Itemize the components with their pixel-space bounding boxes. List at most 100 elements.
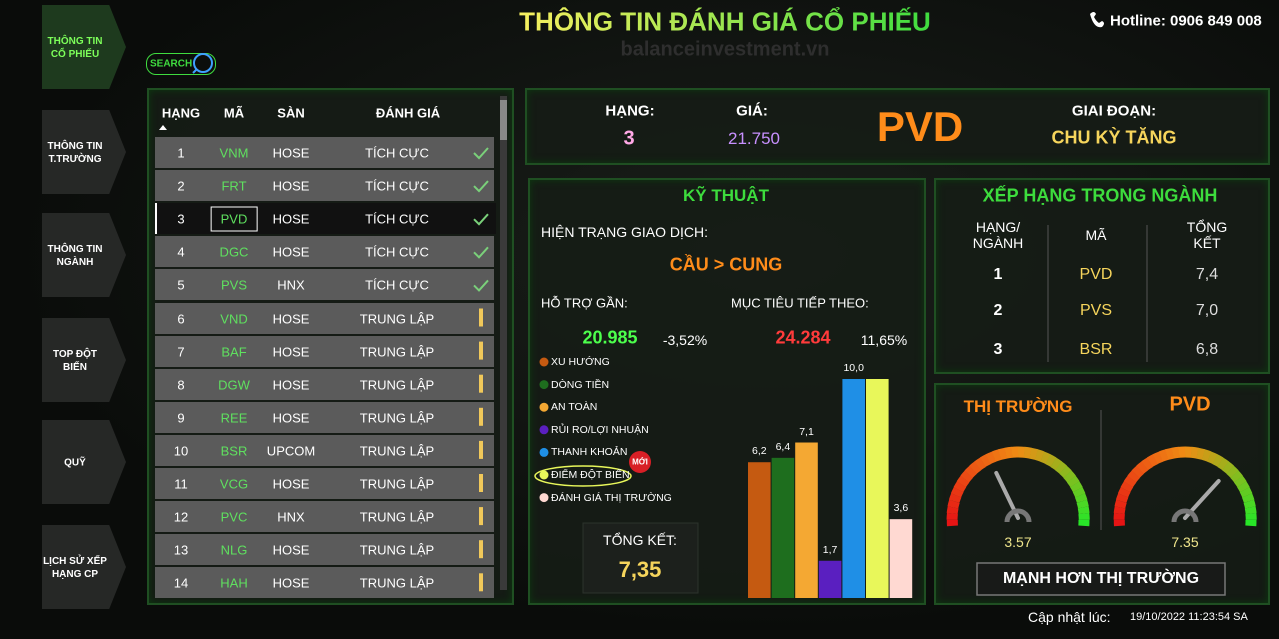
nav-button[interactable] bbox=[42, 318, 126, 402]
neutral-icon bbox=[479, 573, 483, 592]
table-row[interactable] bbox=[155, 567, 494, 599]
table-row[interactable] bbox=[155, 534, 494, 566]
price: 21.750 bbox=[728, 129, 780, 148]
bar bbox=[889, 519, 913, 598]
neutral-icon bbox=[479, 474, 483, 492]
support-label: HỖ TRỢ GẦN: bbox=[541, 295, 628, 311]
value-label: 6,4 bbox=[775, 440, 791, 453]
table-row[interactable] bbox=[155, 468, 494, 499]
status: CẦU > CUNG bbox=[669, 254, 783, 275]
ticker: PVC bbox=[220, 509, 248, 525]
gauge-arc bbox=[1123, 475, 1137, 488]
nav-button[interactable] bbox=[42, 110, 126, 194]
value-label: 3,6 bbox=[893, 502, 909, 515]
rank: 12 bbox=[173, 509, 189, 525]
table-row[interactable] bbox=[155, 236, 494, 268]
scrollbar-thumb[interactable] bbox=[500, 100, 507, 140]
neutral-icon bbox=[479, 540, 483, 559]
table-row[interactable] bbox=[155, 137, 494, 168]
table-row[interactable] bbox=[155, 368, 494, 400]
legend-swatch bbox=[539, 357, 549, 367]
table-row[interactable] bbox=[155, 170, 494, 202]
search-label: SEARCH bbox=[150, 58, 193, 70]
rating: TRUNG LẬP bbox=[359, 443, 435, 459]
price-label: GIÁ: bbox=[736, 102, 768, 120]
gauge-arc bbox=[1066, 475, 1080, 488]
update-label: Cập nhật lúc: bbox=[1028, 609, 1111, 625]
neutral-icon bbox=[479, 440, 483, 459]
nav-button[interactable] bbox=[42, 525, 126, 609]
table-header: TỔNG KẾT bbox=[1186, 219, 1228, 251]
positive-icon bbox=[473, 213, 489, 226]
table-header: ĐÁNH GIÁ bbox=[375, 105, 441, 121]
exchange: HOSE bbox=[272, 311, 310, 326]
rating: TRUNG LẬP bbox=[359, 311, 435, 326]
table-row[interactable] bbox=[155, 203, 496, 235]
table-row[interactable] bbox=[155, 335, 494, 367]
ticker: VNM bbox=[219, 145, 249, 161]
gauge-arc bbox=[1190, 446, 1199, 459]
gauge-arc bbox=[947, 499, 960, 509]
gauge-arc bbox=[1063, 470, 1076, 483]
gauge-arc bbox=[974, 457, 986, 471]
table-row[interactable] bbox=[155, 269, 494, 301]
gauge-arc bbox=[1070, 481, 1083, 493]
legend-label: AN TOÀN bbox=[551, 401, 598, 414]
rating: TRUNG LẬP bbox=[359, 476, 435, 492]
legend-swatch bbox=[539, 447, 549, 457]
gauge-arc bbox=[1023, 446, 1032, 459]
legend-label: RỦI RO/LỢI NHUẬN bbox=[551, 423, 649, 436]
ticker: PVD bbox=[1079, 266, 1113, 283]
gauge-arc bbox=[1230, 470, 1243, 483]
ticker: PVS bbox=[220, 277, 248, 293]
target: 24.284 bbox=[775, 327, 831, 348]
page-title: THÔNG TIN ĐÁNH GIÁ CỔ PHIẾU bbox=[519, 6, 931, 37]
legend-label: THANH KHOẢN bbox=[551, 446, 628, 459]
table-row[interactable] bbox=[155, 302, 494, 334]
stage-label: GIAI ĐOẠN: bbox=[1071, 102, 1157, 120]
search-button[interactable]: SEARCH bbox=[146, 53, 216, 75]
gauge-arc bbox=[1045, 454, 1057, 467]
gauge-arc bbox=[1113, 506, 1126, 515]
nav-button[interactable] bbox=[42, 213, 126, 297]
rank: 6 bbox=[177, 311, 185, 326]
bar bbox=[818, 560, 842, 598]
gauge-arc bbox=[1244, 506, 1257, 515]
table-row[interactable] bbox=[155, 401, 494, 433]
table-header: MÃ bbox=[1085, 227, 1107, 243]
sort-icon bbox=[159, 125, 167, 130]
gauge-arc bbox=[1222, 461, 1234, 474]
rank: 2 bbox=[993, 302, 1003, 319]
gauge-arc bbox=[1040, 451, 1051, 465]
rank: 1 bbox=[177, 145, 185, 161]
gauge-arc bbox=[1141, 457, 1153, 471]
gauge-arc bbox=[985, 451, 997, 465]
gauge-arc bbox=[1212, 454, 1224, 467]
gauge-arc bbox=[1055, 461, 1067, 474]
positive-icon bbox=[473, 279, 489, 292]
target-change: 11,65% bbox=[860, 332, 908, 348]
ticker: PVD bbox=[876, 103, 964, 150]
nav-button[interactable] bbox=[42, 5, 126, 89]
ticker: HAH bbox=[220, 575, 248, 591]
gauge-arc bbox=[946, 506, 959, 515]
rank: 8 bbox=[177, 377, 185, 393]
gauge-label: PVD bbox=[1169, 393, 1211, 416]
rating: TÍCH CỰC bbox=[365, 244, 429, 260]
scrollbar[interactable] bbox=[500, 96, 507, 590]
bar bbox=[866, 379, 889, 598]
total: 7,0 bbox=[1195, 302, 1219, 319]
ticker: BSR bbox=[1079, 341, 1113, 358]
table-header: SÀN bbox=[277, 105, 305, 121]
nav-button[interactable] bbox=[42, 420, 126, 504]
table-row[interactable] bbox=[155, 501, 494, 533]
gauge-arc bbox=[998, 447, 1007, 460]
nav-label: QUỸ bbox=[64, 457, 86, 469]
rank: 9 bbox=[177, 410, 185, 426]
gauge-arc bbox=[1171, 446, 1180, 459]
table-row[interactable] bbox=[155, 434, 494, 466]
rank-label: HẠNG: bbox=[605, 102, 655, 120]
rank: 7 bbox=[177, 344, 185, 360]
nav-label: THÔNG TIN NGÀNH bbox=[47, 244, 103, 268]
gauge-arc bbox=[1120, 481, 1134, 493]
